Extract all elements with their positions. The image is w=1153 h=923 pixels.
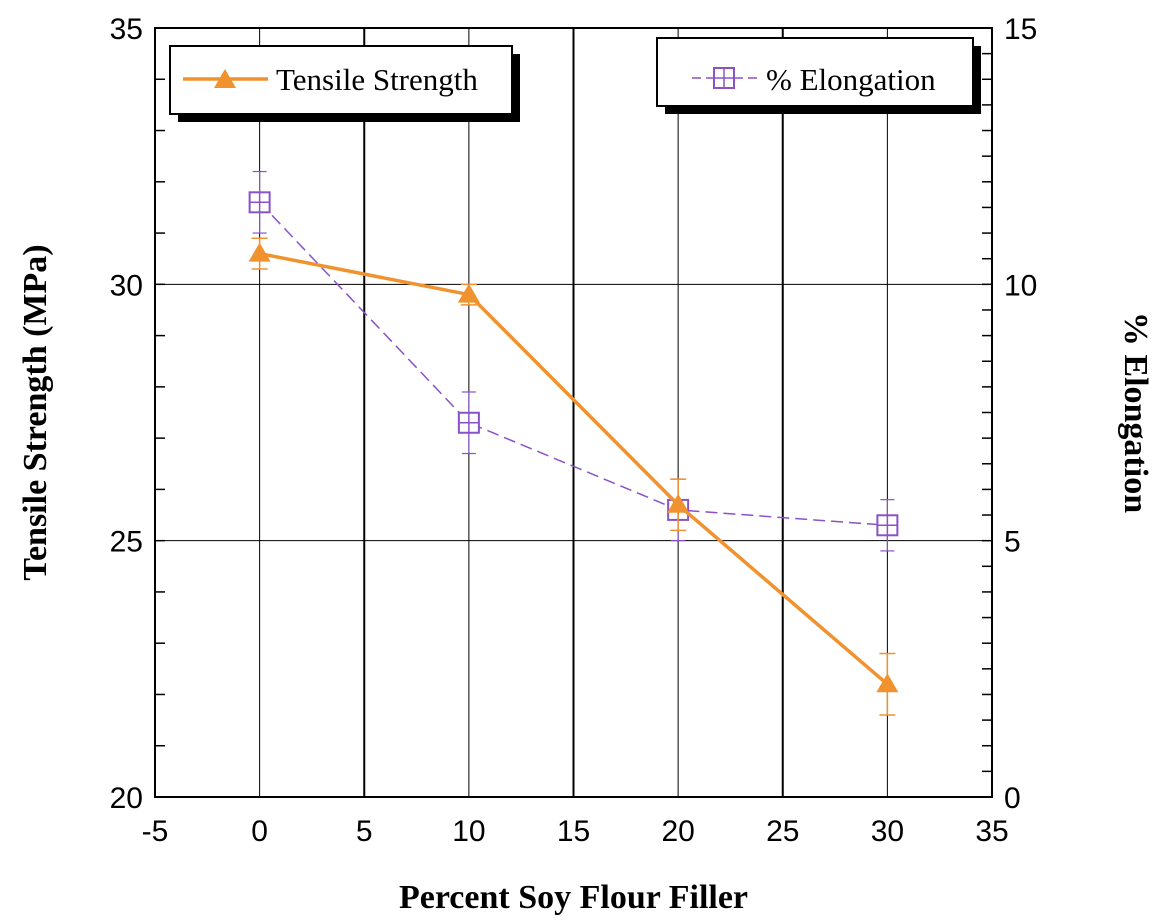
legend-tensile-strength: Tensile Strength — [169, 45, 520, 122]
y-tick-label: 20 — [110, 782, 143, 815]
y-tick-label: 30 — [110, 269, 143, 302]
elongation-point — [248, 191, 271, 214]
x-tick-label: 10 — [452, 815, 485, 848]
tensile-point — [248, 242, 271, 262]
y2-tick-label: 0 — [1004, 782, 1021, 815]
plot-frame — [154, 27, 993, 798]
series-layer — [248, 170, 899, 716]
y-tick-label: 35 — [110, 13, 143, 46]
y-tick-label: 25 — [110, 526, 143, 559]
elongation-point — [457, 411, 480, 434]
y2-tick-label: 15 — [1004, 13, 1037, 46]
tensile-series-line — [259, 251, 889, 686]
x-tick-label: 35 — [975, 815, 1008, 848]
y2-tick-label: 10 — [1004, 269, 1037, 302]
grid — [155, 28, 992, 797]
tensile-point — [667, 493, 690, 513]
legend-elongation: % Elongation — [656, 37, 981, 114]
y2-axis-title: % Elongation — [1117, 312, 1153, 513]
legend-tensile-label: Tensile Strength — [276, 62, 478, 97]
y2-tick-label: 5 — [1004, 526, 1021, 559]
elongation-series-line — [259, 201, 888, 527]
x-tick-label: 25 — [766, 815, 799, 848]
tensile-point — [876, 673, 899, 693]
x-tick-label: 5 — [356, 815, 373, 848]
legend-elongation-marker-icon — [713, 67, 735, 89]
x-tick-label: 30 — [871, 815, 904, 848]
legend-elongation-label: % Elongation — [766, 62, 936, 97]
tensile-point — [457, 283, 480, 303]
legend-tensile-marker-icon — [214, 69, 236, 88]
x-tick-label: 0 — [251, 815, 268, 848]
y-axis-title: Tensile Strength (MPa) — [17, 244, 54, 580]
x-tick-label: 20 — [661, 815, 694, 848]
x-tick-label: -5 — [142, 815, 169, 848]
x-tick-label: 15 — [557, 815, 590, 848]
x-axis-title: Percent Soy Flour Filler — [399, 879, 748, 916]
elongation-point — [876, 514, 899, 537]
